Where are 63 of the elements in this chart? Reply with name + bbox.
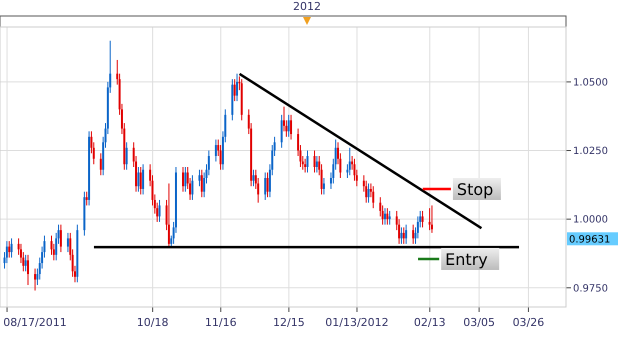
candlestick xyxy=(264,172,266,200)
x-tick-label: 01/13/2012 xyxy=(325,316,389,329)
candlestick xyxy=(306,150,308,173)
candlestick xyxy=(314,150,316,173)
text: 2012 xyxy=(293,0,321,13)
candlestick xyxy=(322,177,325,195)
candlestick xyxy=(266,172,269,198)
candlestick xyxy=(142,164,144,195)
y-tick-label: 1.0000 xyxy=(573,214,608,226)
candlestick xyxy=(386,208,388,226)
x-tick-label: 03/26 xyxy=(512,316,544,329)
candlestick xyxy=(198,169,200,187)
y-tick-label: 1.0500 xyxy=(573,77,608,88)
candlestick xyxy=(137,166,140,192)
candlestick xyxy=(8,240,10,258)
candlestick xyxy=(140,166,142,195)
candlestick xyxy=(316,156,318,173)
candlestick xyxy=(66,232,69,253)
candlestick xyxy=(236,73,238,102)
x-tick-label: 10/18 xyxy=(136,316,169,329)
candlestick xyxy=(412,224,414,244)
candlestick xyxy=(348,147,351,176)
y-tick-label: 0.9750 xyxy=(573,283,608,294)
candlestick xyxy=(304,158,306,173)
candlestick xyxy=(388,210,391,226)
candlestick xyxy=(405,224,408,244)
candlestick xyxy=(384,208,386,226)
candlestick xyxy=(422,210,424,228)
candlestick xyxy=(200,169,203,198)
candlestick xyxy=(234,78,236,102)
candlestick xyxy=(24,254,27,272)
text: 0.99631 xyxy=(569,234,610,246)
candlestick xyxy=(86,191,88,206)
candlestick xyxy=(184,166,186,192)
candlestick xyxy=(402,226,405,244)
candlestick xyxy=(60,224,62,253)
annotation: Stop xyxy=(456,180,494,199)
candlestick xyxy=(191,174,194,200)
candlestick xyxy=(290,114,292,140)
candlestick xyxy=(158,199,161,222)
candlestick xyxy=(27,254,30,286)
candlestick xyxy=(214,139,217,162)
candlestick xyxy=(168,182,170,248)
x-tick-label: 02/13 xyxy=(414,316,446,329)
x-tick-label: 03/05 xyxy=(463,316,495,329)
candlestick xyxy=(288,114,290,138)
candlestick xyxy=(372,186,374,209)
candlestick xyxy=(368,182,370,204)
candlestick xyxy=(430,204,433,234)
x-tick-label: 11/16 xyxy=(204,316,237,329)
x-tick-label: 12/15 xyxy=(273,316,305,329)
candlestick xyxy=(126,142,128,170)
candlestick xyxy=(100,152,102,176)
candlestick xyxy=(252,169,254,187)
candlestick xyxy=(280,114,283,148)
candlestick xyxy=(10,238,13,258)
candlestick xyxy=(34,268,36,292)
candlestick xyxy=(428,208,431,231)
annotation: Entry xyxy=(445,250,488,269)
candlestick xyxy=(400,226,402,244)
y-tick-label: 1.0250 xyxy=(573,146,608,158)
x-tick-label: 08/17/2011 xyxy=(3,316,67,329)
candlestick xyxy=(182,166,184,192)
